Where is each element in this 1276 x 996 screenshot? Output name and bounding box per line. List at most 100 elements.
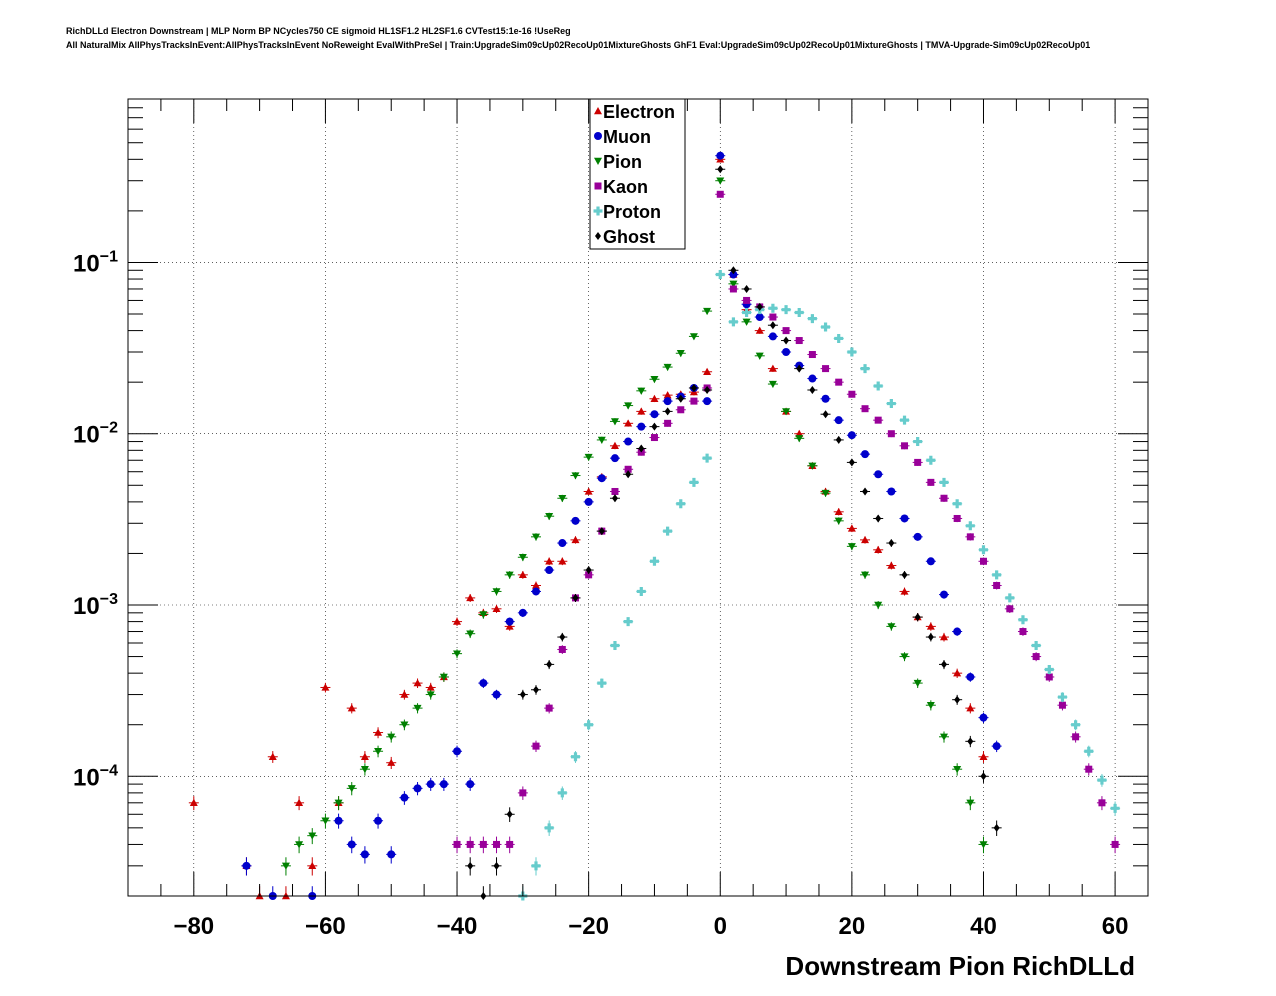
data-point — [888, 539, 895, 548]
data-point — [558, 495, 567, 503]
data-point — [492, 690, 501, 699]
data-point — [597, 436, 606, 444]
data-point — [625, 470, 632, 479]
data-point — [295, 798, 304, 807]
data-point — [716, 151, 725, 160]
data-point — [966, 533, 974, 541]
data-point — [966, 672, 975, 681]
data-point — [901, 570, 908, 579]
data-point — [597, 474, 606, 483]
axes: −80 −60 −40 −20 0 20 40 60 10−1 10−2 10−3 10−4 — [73, 98, 1148, 940]
data-point — [954, 695, 961, 704]
data-point — [703, 307, 712, 316]
data-point — [1045, 673, 1053, 681]
data-point — [847, 543, 856, 551]
data-point — [374, 728, 383, 736]
data-point — [1058, 701, 1066, 709]
data-point — [795, 435, 804, 443]
data-point — [715, 270, 725, 280]
data-point — [677, 406, 685, 414]
data-point — [650, 410, 659, 419]
data-point — [952, 499, 962, 509]
data-point — [822, 410, 829, 419]
legend-label-kaon: Kaon — [603, 177, 648, 197]
data-point — [835, 435, 842, 444]
data-point — [1111, 840, 1119, 848]
data-point — [809, 385, 816, 394]
data-point — [664, 407, 671, 416]
data-point — [940, 733, 948, 741]
y-tick-label: 10−3 — [73, 591, 118, 620]
data-point — [703, 397, 712, 406]
data-point — [360, 765, 369, 774]
x-tick-label: 40 — [970, 913, 997, 940]
data-point — [953, 765, 962, 774]
data-point — [663, 363, 672, 372]
data-point — [887, 430, 895, 438]
data-point — [453, 617, 462, 625]
data-point — [637, 387, 646, 395]
data-point — [493, 861, 500, 870]
legend-label-ghost: Ghost — [603, 227, 655, 247]
legend-marker-pion — [594, 157, 602, 165]
legend-label-electron: Electron — [603, 102, 675, 122]
data-point — [728, 317, 738, 327]
data-point — [874, 601, 883, 610]
data-point — [768, 380, 777, 389]
legend-marker-kaon — [594, 182, 602, 190]
data-point — [360, 850, 369, 859]
data-point — [1006, 605, 1014, 613]
data-point — [624, 419, 633, 427]
data-point — [453, 840, 461, 848]
data-point — [992, 742, 1001, 751]
data-point — [860, 364, 870, 374]
data-point — [624, 402, 633, 410]
data-point — [637, 407, 646, 415]
data-point — [426, 691, 435, 699]
data-point — [967, 737, 974, 746]
series-proton — [517, 270, 1121, 901]
data-point — [796, 364, 803, 373]
data-point — [834, 333, 844, 343]
data-points — [188, 151, 1121, 901]
data-point — [347, 840, 356, 849]
data-point — [597, 678, 607, 688]
data-point — [638, 444, 645, 453]
data-point — [1098, 799, 1106, 807]
data-point — [584, 720, 594, 730]
data-point — [768, 332, 777, 341]
data-point — [979, 557, 987, 565]
data-point — [479, 840, 487, 848]
y-tick-label: 10−2 — [73, 420, 118, 449]
data-point — [413, 784, 422, 793]
data-point — [886, 399, 896, 409]
data-point — [848, 390, 856, 398]
data-point — [742, 318, 751, 326]
data-point — [518, 554, 527, 562]
data-point — [636, 586, 646, 596]
data-point — [874, 416, 882, 424]
data-point — [585, 571, 593, 579]
data-point — [979, 752, 988, 760]
data-point — [664, 419, 672, 427]
legend-marker-muon — [594, 132, 602, 140]
data-point — [874, 545, 883, 554]
data-point — [1097, 775, 1107, 785]
data-point — [807, 314, 817, 324]
data-point — [965, 521, 975, 531]
data-point — [545, 512, 554, 521]
data-point — [887, 561, 896, 569]
data-point — [466, 593, 475, 602]
data-point — [703, 367, 712, 375]
data-point — [926, 455, 936, 465]
data-point — [716, 190, 724, 198]
data-point — [518, 570, 527, 579]
data-point — [769, 321, 776, 330]
data-point — [926, 702, 935, 710]
data-point — [901, 442, 909, 450]
data-point — [610, 641, 620, 651]
data-point — [848, 458, 855, 467]
data-point — [1072, 733, 1080, 741]
data-point — [546, 660, 553, 669]
